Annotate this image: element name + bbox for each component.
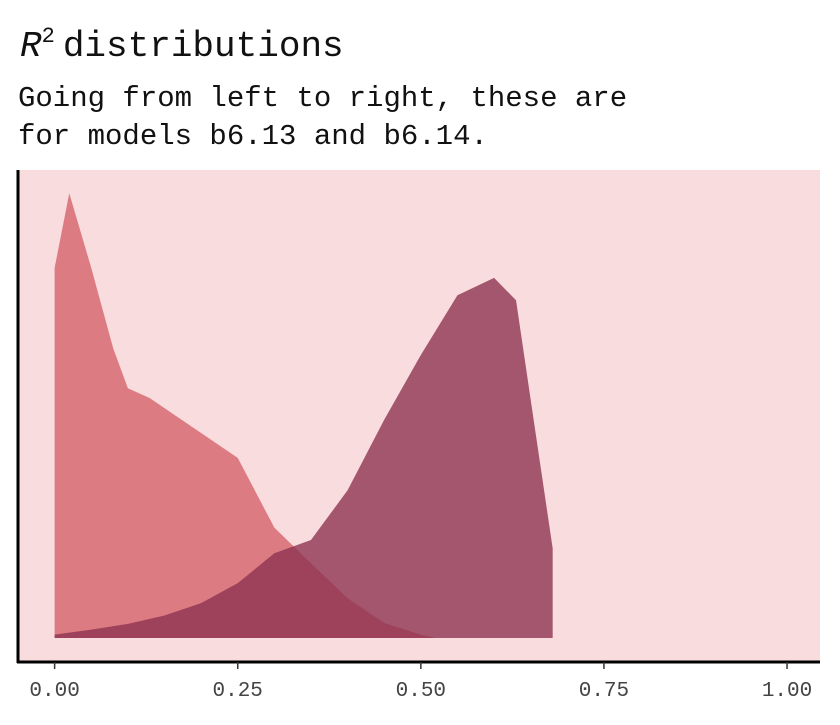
x-ticks: 0.00 0.25 0.50 0.75 1.00 xyxy=(29,662,812,703)
x-tick-label: 0.50 xyxy=(396,680,446,703)
density-area xyxy=(54,193,436,638)
title-superscript: 2 xyxy=(42,24,55,49)
chart-title: R2 distributions xyxy=(20,24,344,67)
x-tick-label: 0.00 xyxy=(29,680,79,703)
x-tick-label: 0.75 xyxy=(579,680,629,703)
x-tick-label: 1.00 xyxy=(762,680,812,703)
title-symbol: R xyxy=(20,26,42,67)
x-tick-label: 0.25 xyxy=(213,680,263,703)
subtitle-line: for models b6.13 and b6.14. xyxy=(18,120,488,153)
density-area xyxy=(54,277,553,638)
areas xyxy=(54,193,553,638)
subtitle-line: Going from left to right, these are xyxy=(18,82,627,115)
title-text: distributions xyxy=(63,26,344,67)
